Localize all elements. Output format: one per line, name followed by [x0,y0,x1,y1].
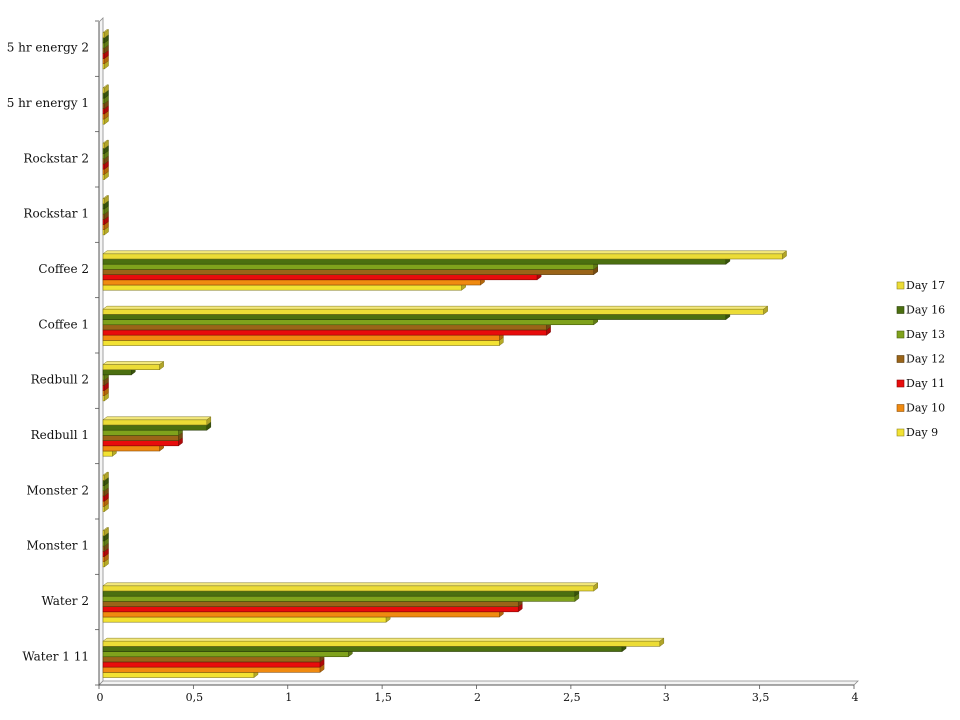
bar [102,250,788,260]
bar [102,526,110,537]
x-tick-label: 3,5 [752,691,770,704]
x-tick-labels: 0 0,5 1 1,5 2 2,5 3 3,5 4 [97,685,859,704]
x-tick-label: 4 [852,691,859,704]
legend-swatch [896,379,905,388]
category-label: Coffee 2 [38,262,89,276]
category-label: 5 hr energy 1 [7,96,89,110]
x-tick-label: 3 [663,691,670,704]
category-labels: Water 1 11 Water 2 Monster 1 Monster 2 Redbu… [7,41,89,664]
legend-label: Day 11 [906,377,945,390]
x-tick-label: 1,5 [374,691,392,704]
x-tick-label: 1 [285,691,292,704]
legend-label: Day 12 [906,353,945,366]
legend-item: Day 11 [896,377,945,390]
x-tick-label: 0 [97,691,104,704]
legend-label: Day 9 [906,426,938,439]
axes [95,17,859,686]
legend-swatch [896,281,905,290]
legend-item: Day 10 [896,402,945,415]
bar [102,637,665,647]
legend-swatch [896,428,905,437]
legend-label: Day 17 [906,279,945,292]
legend-item: Day 17 [896,279,945,292]
legend-swatch [896,330,905,339]
legend-item: Day 9 [896,426,938,439]
legend: Day 17 Day 16 Day 13 Day 12 Day 11 Day 10 Day … [896,279,945,439]
category-label: 5 hr energy 2 [7,41,89,55]
bar [102,28,110,39]
legend-label: Day 16 [906,304,945,317]
category-label: Rockstar 2 [23,151,89,165]
legend-swatch [896,404,905,412]
legend-label: Day 13 [906,328,945,341]
bar [102,416,212,426]
legend-item: Day 13 [896,328,945,341]
category-label: Rockstar 1 [23,207,89,221]
bar [102,194,110,205]
category-label: Water 1 11 [22,649,89,663]
category-label: Redbull 2 [31,373,89,387]
back-wall [98,17,104,686]
category-label: Monster 1 [26,539,89,553]
legend-swatch [896,355,905,363]
category-label: Redbull 1 [31,428,89,442]
legend-label: Day 10 [906,402,945,415]
x-tick-label: 2 [474,691,481,704]
bar [102,305,769,315]
category-label: Coffee 1 [38,317,89,331]
x-tick-label: 2,5 [563,691,581,704]
floor [98,680,859,686]
legend-item: Day 12 [896,353,945,366]
category-label: Water 2 [41,594,89,608]
bar [102,471,110,481]
x-tick-label: 0,5 [186,691,204,704]
bars [102,28,788,679]
bar [102,139,110,149]
bar [102,360,165,371]
category-label: Monster 2 [26,483,89,497]
legend-swatch [896,306,905,314]
bar [102,84,110,94]
bar [102,582,599,592]
legend-item: Day 16 [896,304,945,317]
